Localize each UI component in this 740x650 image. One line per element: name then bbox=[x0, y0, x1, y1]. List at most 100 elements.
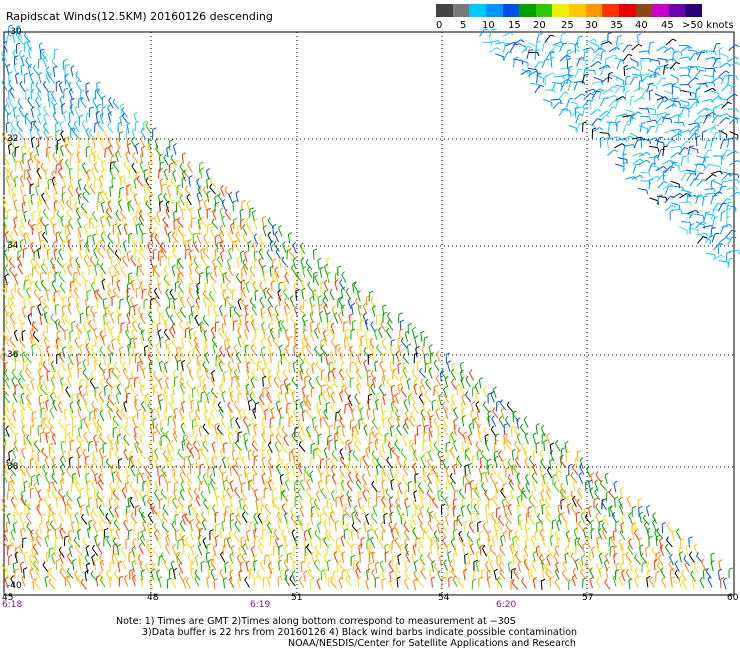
wind-barb-flag bbox=[12, 193, 17, 197]
wind-barb-flag bbox=[597, 53, 602, 56]
wind-barb-flag bbox=[153, 370, 157, 375]
wind-barb-flag bbox=[735, 117, 740, 120]
wind-barb-flag bbox=[379, 360, 383, 365]
wind-barb-flag bbox=[639, 79, 644, 82]
wind-barb bbox=[61, 316, 66, 326]
wind-barb bbox=[107, 347, 114, 356]
wind-barb-flag bbox=[82, 191, 85, 196]
wind-barb-flag bbox=[186, 193, 190, 198]
wind-barb bbox=[669, 62, 677, 70]
wind-barb bbox=[585, 69, 595, 72]
wind-barb-flag bbox=[218, 383, 223, 388]
wind-barb bbox=[615, 163, 624, 168]
wind-barb bbox=[696, 82, 706, 85]
wind-barb-flag bbox=[42, 305, 47, 310]
wind-barb-flag bbox=[62, 296, 67, 299]
wind-barb-flag bbox=[135, 287, 140, 290]
wind-barb-flag bbox=[293, 282, 298, 286]
wind-barb-flag bbox=[329, 351, 333, 356]
wind-barb-flag bbox=[167, 342, 171, 346]
wind-barb bbox=[37, 219, 43, 229]
wind-barb bbox=[40, 283, 47, 292]
wind-barb-flag bbox=[175, 159, 180, 162]
wind-barb-flag bbox=[107, 136, 112, 141]
wind-barb-flag bbox=[402, 362, 406, 367]
wind-barb bbox=[696, 65, 706, 69]
wind-barb-flag bbox=[268, 369, 273, 373]
wind-barb-flag bbox=[200, 322, 204, 327]
wind-barb bbox=[204, 284, 207, 294]
wind-barb-flag bbox=[175, 280, 180, 284]
wind-barb-flag bbox=[196, 288, 200, 292]
wind-barb-flag bbox=[204, 281, 209, 285]
wind-barb-flag bbox=[369, 337, 373, 342]
wind-barb bbox=[169, 329, 175, 339]
wind-barb bbox=[13, 227, 19, 236]
wind-barb bbox=[221, 218, 226, 228]
wind-barb bbox=[11, 188, 16, 198]
wind-barb-flag bbox=[60, 360, 64, 365]
wind-barb-flag bbox=[107, 200, 112, 204]
wind-barb bbox=[125, 331, 131, 341]
wind-barb bbox=[223, 444, 225, 454]
wind-barb bbox=[380, 323, 387, 333]
wind-barb bbox=[172, 372, 177, 381]
wind-barb bbox=[60, 133, 65, 143]
wind-barb-flag bbox=[624, 161, 629, 164]
wind-barb-flag bbox=[292, 241, 297, 246]
wind-barb bbox=[278, 347, 283, 357]
wind-barb-flag bbox=[169, 314, 174, 319]
wind-barb bbox=[13, 202, 18, 212]
wind-barb-flag bbox=[677, 78, 679, 83]
wind-barb bbox=[622, 44, 629, 53]
wind-barb-flag bbox=[23, 232, 28, 236]
wind-barb-flag bbox=[715, 124, 720, 127]
wind-barb-flag bbox=[617, 35, 622, 38]
wind-barb bbox=[212, 211, 217, 221]
wind-barb-flag bbox=[58, 248, 62, 252]
wind-barb-flag bbox=[232, 376, 237, 379]
wind-barb-flag bbox=[608, 71, 613, 75]
wind-barb-flag bbox=[237, 298, 242, 302]
wind-barb bbox=[4, 364, 7, 374]
wind-barb bbox=[541, 42, 545, 52]
wind-barb bbox=[68, 221, 74, 230]
wind-barb-flag bbox=[40, 48, 45, 52]
wind-barb-flag bbox=[320, 338, 325, 342]
wind-barb bbox=[126, 298, 131, 307]
wind-barb-flag bbox=[2, 286, 6, 291]
wind-barb-flag bbox=[544, 41, 549, 44]
wind-barb bbox=[591, 54, 598, 63]
wind-barb-flag bbox=[27, 158, 32, 162]
wind-barb bbox=[283, 291, 290, 300]
wind-barb bbox=[107, 107, 112, 117]
wind-barb bbox=[283, 380, 288, 390]
wind-barb bbox=[526, 50, 530, 60]
wind-barb bbox=[362, 316, 368, 325]
wind-barb-flag bbox=[244, 327, 249, 332]
wind-barb bbox=[67, 378, 72, 387]
wind-barb bbox=[25, 355, 32, 364]
wind-barb-flag bbox=[5, 121, 10, 125]
wind-barb bbox=[686, 169, 696, 173]
wind-barb bbox=[28, 49, 31, 59]
wind-barb-flag bbox=[66, 223, 71, 227]
wind-barb-flag bbox=[3, 40, 7, 45]
wind-barb-flag bbox=[721, 210, 726, 213]
wind-barb bbox=[248, 228, 256, 237]
wind-barb-flag bbox=[712, 87, 716, 92]
wind-barb-flag bbox=[31, 223, 36, 227]
wind-barb bbox=[58, 171, 64, 180]
wind-barb-flag bbox=[80, 89, 85, 93]
wind-barb-flag bbox=[356, 368, 360, 373]
wind-barb bbox=[87, 332, 91, 342]
wind-barb-flag bbox=[581, 93, 586, 97]
wind-barb-flag bbox=[77, 216, 81, 221]
wind-barb-flag bbox=[342, 384, 347, 387]
wind-barb bbox=[197, 356, 199, 366]
wind-barb bbox=[237, 364, 241, 374]
wind-barb-flag bbox=[51, 170, 55, 175]
wind-barb bbox=[267, 338, 272, 347]
wind-barb-flag bbox=[18, 128, 22, 133]
wind-barb-flag bbox=[47, 150, 52, 154]
